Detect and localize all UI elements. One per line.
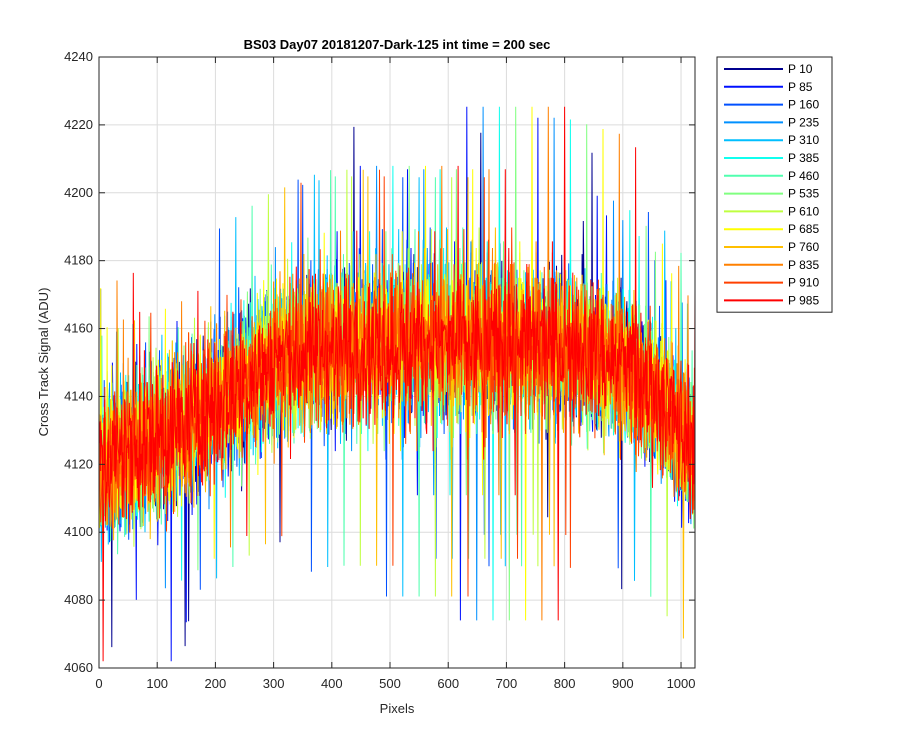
legend-entry: P 310: [788, 133, 819, 147]
x-tick-label: 700: [496, 676, 518, 691]
legend-entry: P 760: [788, 240, 819, 254]
legend-entry: P 235: [788, 115, 819, 129]
x-tick-label: 300: [263, 676, 285, 691]
ticks: 0 100 200 300 400 500 600 700 800 900 1000 4060 4080…: [64, 49, 695, 691]
legend-box: [716, 56, 833, 313]
x-tick-label: 100: [146, 676, 168, 691]
legend-entry: P 460: [788, 169, 819, 183]
x-axis-label: Pixels: [380, 701, 415, 716]
axes-box: [98, 56, 696, 669]
y-axis-label: Cross Track Signal (ADU): [36, 288, 51, 437]
legend-entry: P 685: [788, 222, 819, 236]
x-tick-label: 800: [554, 676, 576, 691]
y-tick-label: 4220: [64, 117, 93, 132]
legend-entry: P 160: [788, 98, 819, 112]
legend-entry: P 85: [788, 80, 813, 94]
y-tick-label: 4180: [64, 253, 93, 268]
x-tick-label: 600: [437, 676, 459, 691]
x-tick-label: 0: [95, 676, 102, 691]
x-tick-label: 900: [612, 676, 634, 691]
plot-area: [99, 106, 695, 662]
x-tick-label: 200: [205, 676, 227, 691]
x-tick-label: 1000: [667, 676, 696, 691]
series-line-p-985: [99, 106, 695, 662]
legend-entry: P 985: [788, 293, 819, 307]
legend-entry: P 10: [788, 62, 813, 76]
chart-title: BS03 Day07 20181207-Dark-125 int time = …: [244, 37, 551, 52]
y-tick-label: 4100: [64, 524, 93, 539]
y-tick-label: 4120: [64, 456, 93, 471]
y-tick-label: 4060: [64, 660, 93, 675]
y-tick-label: 4160: [64, 321, 93, 336]
y-tick-label: 4200: [64, 185, 93, 200]
legend-entry: P 535: [788, 187, 819, 201]
x-tick-label: 500: [379, 676, 401, 691]
legend-entry: P 910: [788, 276, 819, 290]
legend-entry: P 835: [788, 258, 819, 272]
y-tick-label: 4240: [64, 49, 93, 64]
legend-entry: P 385: [788, 151, 819, 165]
x-tick-label: 400: [321, 676, 343, 691]
y-tick-label: 4140: [64, 388, 93, 403]
y-tick-label: 4080: [64, 592, 93, 607]
legend: P 10 P 85 P 160 P 235 P 310 P 385 P 460 P 535 P …: [716, 56, 833, 313]
legend-entry: P 610: [788, 204, 819, 218]
